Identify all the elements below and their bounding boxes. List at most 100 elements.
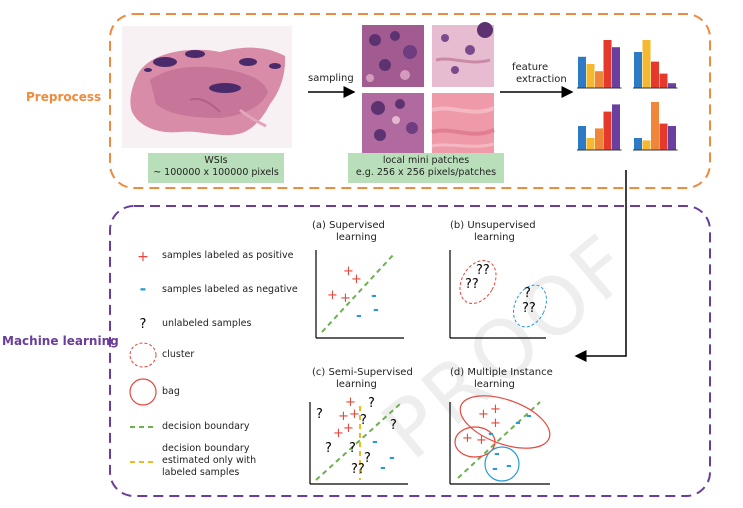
panel-c-title-line1: (c) Semi-Supervised xyxy=(312,367,413,378)
panel-c-title: (c) Semi-Supervised learning xyxy=(312,367,413,391)
feature-bar xyxy=(668,83,676,88)
svg-text:+: + xyxy=(343,421,354,436)
patch-3 xyxy=(362,93,424,153)
svg-text:-: - xyxy=(380,460,386,476)
machine-learning-label: Machine learning xyxy=(2,334,119,348)
svg-text:-: - xyxy=(372,434,378,450)
svg-text:-: - xyxy=(494,446,500,462)
legend-positive-label: samples labeled as positive xyxy=(162,250,294,261)
feature-bar xyxy=(595,128,603,150)
svg-text:?: ? xyxy=(524,286,531,301)
patch-1 xyxy=(362,25,424,87)
svg-text:-: - xyxy=(492,461,498,477)
feature-bar-chart-1 xyxy=(577,40,622,89)
svg-text:+: + xyxy=(340,291,351,306)
sampling-label: sampling xyxy=(308,73,354,84)
panel-b-title-line1: (b) Unsupervised xyxy=(450,220,536,231)
preprocess-label: Preprocess xyxy=(26,90,102,104)
legend-bag-icon xyxy=(129,378,157,406)
feature-bar xyxy=(595,71,603,88)
svg-text:+: + xyxy=(490,402,501,417)
feature-bar xyxy=(578,126,586,150)
feature-bar-chart-4 xyxy=(633,102,678,151)
feature-bar xyxy=(642,140,651,150)
svg-text:-: - xyxy=(515,415,521,431)
legend-unlabeled-symbol: ? xyxy=(140,317,147,332)
patches-caption-line2: e.g. 256 x 256 pixels/patches xyxy=(355,167,497,178)
feature-bar xyxy=(612,47,620,88)
panel-c-title-line2: learning xyxy=(336,379,377,390)
wsi-caption-line2: ~ 100000 x 100000 pixels xyxy=(153,167,279,178)
svg-text:?: ? xyxy=(368,396,375,411)
panel-d-title-line1: (d) Multiple Instance xyxy=(450,367,553,378)
svg-text:+: + xyxy=(333,426,344,441)
feature-bar xyxy=(651,61,659,88)
legend-symbols: + - ? xyxy=(129,249,157,463)
wsi-caption: WSIs ~ 100000 x 100000 pixels xyxy=(148,153,284,183)
panel-a-title: (a) Supervised learning xyxy=(312,220,385,244)
panel-a-title-line1: (a) Supervised xyxy=(312,220,385,231)
feature-bar xyxy=(603,40,612,88)
legend-boundary-label: decision boundary xyxy=(162,421,250,432)
panel-d-title-line2: learning xyxy=(474,379,515,390)
legend-labeled-boundary-line1: decision boundary xyxy=(162,443,250,454)
panel-a-title-line2: learning xyxy=(336,232,377,243)
legend-labeled-boundary-label: decision boundary estimated only with la… xyxy=(162,443,256,479)
svg-text:+: + xyxy=(478,407,489,422)
panel-b-title-line2: learning xyxy=(474,232,515,243)
svg-text:+: + xyxy=(327,288,338,303)
panel-semi-supervised: + + + + + ? ? ? ? ? ? ? ?? - - - xyxy=(309,395,408,485)
svg-text:+: + xyxy=(490,416,501,431)
svg-text:+: + xyxy=(351,272,362,287)
svg-text:?: ? xyxy=(364,451,371,466)
legend-negative-label: samples labeled as negative xyxy=(162,284,298,295)
feature-bar xyxy=(634,138,642,150)
legend-unlabeled-label: unlabeled samples xyxy=(162,318,252,329)
patches-caption-line1: local mini patches xyxy=(382,155,470,166)
svg-text:+: + xyxy=(338,409,349,424)
svg-text:-: - xyxy=(526,408,532,424)
panel-b-title: (b) Unsupervised learning xyxy=(450,220,536,244)
legend-cluster-icon xyxy=(129,342,157,368)
svg-text:-: - xyxy=(506,458,512,474)
svg-text:??: ?? xyxy=(465,277,479,292)
svg-text:??: ?? xyxy=(476,263,490,278)
patches-caption: local mini patches e.g. 256 x 256 pixels… xyxy=(348,153,504,183)
feature-bar xyxy=(578,56,586,88)
svg-text:+: + xyxy=(476,433,487,448)
svg-text:+: + xyxy=(462,431,473,446)
feature-bar xyxy=(612,104,620,150)
ml-frame xyxy=(109,205,711,497)
feature-bar-chart-2 xyxy=(633,40,678,89)
svg-text:-: - xyxy=(373,302,379,318)
svg-text:?: ? xyxy=(360,413,367,428)
legend-bag-label: bag xyxy=(162,386,180,397)
feature-label-line1: feature xyxy=(512,62,549,73)
feature-charts xyxy=(577,40,678,151)
preprocess-frame xyxy=(109,13,711,189)
panel-unsupervised: ?? ?? ? ?? xyxy=(449,250,547,339)
svg-text:?: ? xyxy=(349,441,356,456)
svg-text:?: ? xyxy=(325,441,332,456)
svg-text:?: ? xyxy=(390,418,397,433)
svg-text:??: ?? xyxy=(351,462,365,477)
legend-cluster-label: cluster xyxy=(162,349,195,360)
patch-2 xyxy=(432,22,494,87)
svg-text:-: - xyxy=(488,426,494,442)
svg-text:+: + xyxy=(345,395,356,410)
svg-text:??: ?? xyxy=(522,301,536,316)
legend-labeled-boundary-line3: labeled samples xyxy=(162,467,240,478)
wsi-image xyxy=(122,26,292,148)
svg-text:-: - xyxy=(371,288,377,304)
panel-supervised: + + + + - - - xyxy=(315,250,404,339)
feature-bar xyxy=(642,40,651,88)
panel-multiple-instance: + + + - - + + - - - - xyxy=(449,395,551,485)
feature-bar xyxy=(603,111,612,150)
feature-bar xyxy=(659,73,668,88)
svg-text:+: + xyxy=(343,264,354,279)
svg-text:-: - xyxy=(389,450,395,466)
feature-extraction-label: feature extraction xyxy=(512,62,567,86)
feature-bar xyxy=(634,52,642,88)
legend-labeled-boundary-line2: estimated only with xyxy=(162,455,257,466)
